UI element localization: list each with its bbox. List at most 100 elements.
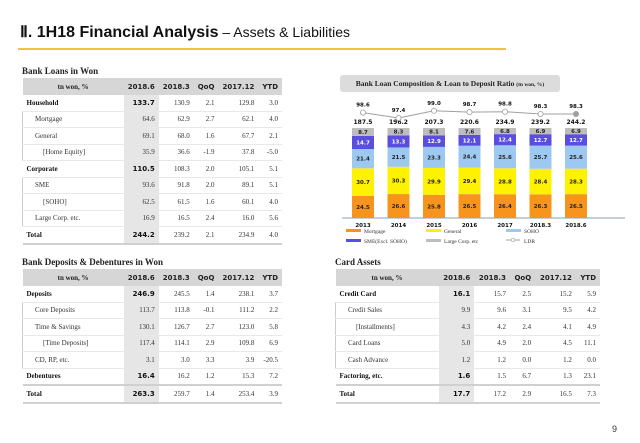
column-header: 2018.3	[474, 269, 510, 286]
table-header-row: tn won, % 2018.6 2018.3 QoQ 2017.12 YTD	[335, 269, 600, 286]
title-underline	[18, 48, 506, 50]
bar-segment	[529, 168, 552, 195]
bar-total-label: 239.2	[531, 119, 550, 126]
cell-value: 4.0	[258, 193, 282, 211]
ldr-point	[537, 110, 544, 117]
cell-value: 9.6	[474, 302, 510, 319]
cell-value: 62.9	[158, 111, 194, 128]
ldr-point	[501, 108, 508, 115]
table-row: Total 17.7 17.2 2.9 16.5 7.3	[335, 385, 600, 404]
bar-segment	[423, 167, 445, 195]
cell-value: 4.2	[575, 302, 600, 319]
column-header: YTD	[258, 78, 282, 95]
cell-value: 234.9	[218, 226, 259, 245]
cell-value: -0.1	[193, 302, 219, 319]
cell-value: 2.1	[193, 226, 219, 245]
bar-label: 8.7	[358, 130, 368, 136]
row-label: Household	[22, 95, 124, 112]
cell-value: 11.1	[575, 335, 600, 352]
cell-value: 1.4	[193, 286, 219, 303]
cell-value: 1.2	[193, 368, 219, 386]
table-row: Household 133.7 130.9 2.1 129.8 3.0	[22, 95, 282, 112]
cell-value: 3.0	[258, 95, 282, 112]
cell-value: 2.1	[258, 127, 282, 145]
column-header: 2017.12	[218, 78, 259, 95]
cell-value: 3.7	[258, 286, 282, 303]
bar-label: 29.4	[463, 179, 477, 185]
row-label: Core Deposits	[21, 302, 124, 319]
cell-value: 1.6	[193, 127, 219, 145]
cell-value: 113.7	[123, 302, 159, 319]
cell-value: 60.1	[218, 193, 259, 211]
bar-label: 8.1	[429, 130, 439, 136]
bar-label: 28.3	[569, 179, 583, 185]
legend-swatch	[426, 229, 441, 232]
row-label: Time & Savings	[21, 318, 124, 336]
chart-title-unit: (tn won, %)	[516, 82, 545, 88]
ldr-label: 98.7	[463, 102, 477, 108]
bar-segment	[352, 168, 374, 196]
cell-value: 4.3	[438, 318, 475, 336]
card-assets-title: Card Assets	[335, 257, 381, 267]
cell-value: 123.0	[218, 318, 259, 336]
cell-value: 3.9	[258, 385, 282, 404]
cell-value: 4.2	[474, 318, 510, 336]
table-row: SME 93.6 91.8 2.0 89.1 5.1	[21, 177, 282, 194]
cell-value: 5.9	[575, 286, 600, 303]
cell-value: 68.0	[158, 127, 194, 145]
x-tick-label: 2013	[355, 223, 370, 229]
cell-value: -1.9	[193, 144, 219, 161]
column-header: QoQ	[509, 269, 536, 286]
cell-value: 69.1	[123, 127, 159, 145]
cell-value: 16.5	[535, 385, 576, 404]
cell-value: 16.2	[158, 368, 194, 386]
bar-segment	[387, 194, 410, 218]
legend-line-marker	[510, 237, 516, 243]
column-header: 2018.6	[123, 78, 159, 95]
cell-value: 4.5	[535, 335, 576, 352]
bar-segment	[494, 194, 516, 218]
bar-segment	[529, 128, 552, 135]
bar-label: 26.6	[392, 204, 406, 210]
bank-loans-table: tn won, % 2018.6 2018.3 QoQ 2017.12 YTD Househ…	[21, 78, 282, 245]
bar-label: 24.5	[356, 205, 370, 211]
cell-value: 109.8	[218, 335, 259, 352]
cell-value: 105.1	[218, 160, 259, 178]
table-row: [Installments] 4.3 4.2 2.4 4.1 4.9	[335, 318, 600, 336]
cell-value: 113.8	[158, 302, 194, 319]
column-header: tn won, %	[22, 78, 124, 95]
legend-label: General	[444, 229, 462, 235]
bar-segment	[352, 149, 374, 169]
bar-segment	[352, 135, 374, 150]
cell-value: 114.1	[158, 335, 194, 352]
cell-value: 16.4	[123, 368, 159, 386]
row-label: SME	[21, 177, 124, 194]
bar-label: 29.9	[427, 179, 441, 185]
cell-value: 2.5	[509, 286, 536, 303]
bar-label: 23.3	[427, 155, 441, 161]
page-title: Ⅱ. 1H18 Financial Analysis – Assets & Li…	[20, 22, 350, 42]
table-row: Cash Advance 1.2 1.2 0.0 1.2 0.0	[335, 351, 600, 369]
cell-value: 4.0	[258, 111, 282, 128]
cell-value: 1.4	[193, 385, 219, 404]
bar-total-label: 207.3	[425, 119, 444, 126]
ldr-label: 98.6	[356, 103, 370, 109]
table-row: Factoring, etc. 1.6 1.5 6.7 1.3 23.1	[335, 368, 600, 386]
bar-label: 8.3	[394, 130, 404, 136]
legend-label: Large Corp. etc	[444, 239, 479, 245]
bar-segment	[387, 135, 410, 148]
cell-value: 2.4	[509, 318, 536, 336]
x-tick-label: 2018.6	[565, 223, 586, 229]
bar-label: 25.6	[498, 155, 512, 161]
row-label: [Installments]	[335, 318, 439, 336]
bar-label: 12.4	[498, 138, 512, 144]
cell-value: 4.9	[474, 335, 510, 352]
bar-label: 14.7	[356, 140, 370, 146]
bar-total-label: 196.2	[389, 119, 408, 126]
table-row: Time & Savings 130.1 126.7 2.7 123.0 5.8	[21, 318, 282, 336]
cell-value: 238.1	[218, 286, 259, 303]
table-row: Deposits 246.9 245.5 1.4 238.1 3.7	[22, 286, 282, 303]
cell-value: 6.7	[509, 368, 536, 386]
cell-value: 1.2	[438, 351, 475, 369]
cell-value: 62.5	[123, 193, 159, 211]
